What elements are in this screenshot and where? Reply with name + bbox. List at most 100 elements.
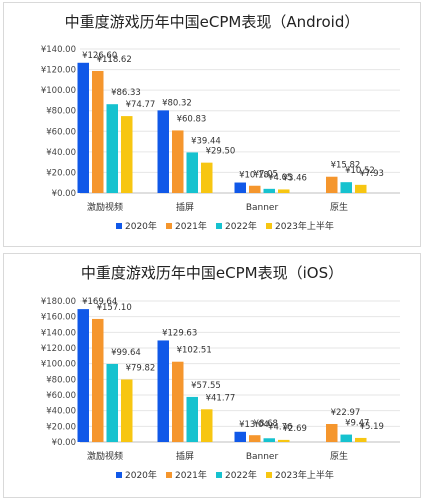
y-tick-label: ¥140.00 bbox=[41, 328, 76, 338]
legend-label: 2020年 bbox=[125, 220, 157, 232]
legend-swatch bbox=[266, 223, 272, 229]
data-label: ¥102.51 bbox=[177, 346, 212, 356]
bar bbox=[172, 361, 184, 442]
legend-swatch bbox=[216, 472, 222, 478]
data-label: ¥7.93 bbox=[360, 169, 384, 179]
bar bbox=[340, 434, 352, 442]
x-tick-label: 激励视频 bbox=[87, 201, 123, 213]
y-tick-label: ¥60.00 bbox=[46, 391, 76, 401]
legend-label: 2023年上半年 bbox=[275, 469, 334, 481]
y-tick-label: ¥20.00 bbox=[46, 422, 76, 432]
y-tick-label: ¥40.00 bbox=[46, 407, 76, 417]
y-tick-label: ¥120.00 bbox=[41, 344, 76, 354]
bar bbox=[172, 130, 184, 193]
bar bbox=[106, 104, 118, 193]
y-tick-label: ¥60.00 bbox=[46, 127, 76, 137]
bar bbox=[121, 379, 133, 442]
legend-label: 2021年 bbox=[175, 469, 207, 481]
bar bbox=[326, 176, 338, 193]
data-label: ¥80.32 bbox=[162, 98, 192, 108]
y-tick-label: ¥0.00 bbox=[52, 189, 76, 199]
data-label: ¥8.68 bbox=[254, 419, 278, 429]
x-tick-label: 激励视频 bbox=[87, 450, 123, 462]
data-label: ¥2.69 bbox=[283, 424, 307, 434]
data-label: ¥169.64 bbox=[82, 297, 117, 307]
bar bbox=[355, 184, 367, 193]
bar bbox=[106, 363, 118, 442]
data-label: ¥10.52 bbox=[345, 166, 375, 176]
x-tick-label: Banner bbox=[246, 452, 279, 462]
bar bbox=[278, 189, 290, 193]
bar bbox=[234, 182, 246, 193]
bar bbox=[326, 424, 338, 442]
bar bbox=[121, 116, 133, 193]
chart-title: 中重度游戏历年中国eCPM表现（iOS） bbox=[81, 264, 343, 282]
bar bbox=[92, 318, 104, 442]
y-tick-label: ¥100.00 bbox=[41, 86, 76, 96]
data-label: ¥157.10 bbox=[97, 303, 132, 313]
data-label: ¥22.97 bbox=[331, 408, 361, 418]
legend-swatch bbox=[166, 472, 172, 478]
bar bbox=[249, 185, 261, 193]
x-tick-label: 原生 bbox=[330, 201, 348, 213]
data-label: ¥57.55 bbox=[191, 381, 221, 391]
y-tick-label: ¥0.00 bbox=[52, 438, 76, 448]
x-tick-label: 原生 bbox=[330, 450, 348, 462]
data-label: ¥129.63 bbox=[162, 328, 197, 338]
data-label: ¥29.50 bbox=[206, 147, 236, 157]
data-label: ¥39.44 bbox=[191, 136, 221, 146]
android-chart-panel: 中重度游戏历年中国eCPM表现（Android） ¥0.00 ¥20.00 ¥40.0… bbox=[3, 2, 421, 247]
data-label: ¥41.77 bbox=[206, 393, 236, 403]
y-tick-label: ¥180.00 bbox=[41, 297, 76, 307]
data-label: ¥118.62 bbox=[97, 55, 132, 65]
bar bbox=[77, 62, 89, 194]
ios-chart-panel: 中重度游戏历年中国eCPM表现（iOS） ¥0.00 ¥20.00 ¥40.00 ¥60… bbox=[3, 253, 421, 498]
legend-swatch bbox=[116, 472, 122, 478]
data-label: ¥7.05 bbox=[254, 170, 278, 180]
bar bbox=[157, 340, 169, 442]
y-tick-label: ¥100.00 bbox=[41, 360, 76, 370]
data-label: ¥74.77 bbox=[126, 100, 156, 110]
y-tick-label: ¥120.00 bbox=[41, 66, 76, 76]
x-tick-label: 插屏 bbox=[176, 201, 194, 213]
legend-label: 2020年 bbox=[125, 469, 157, 481]
bar bbox=[157, 110, 169, 193]
y-tick-label: ¥140.00 bbox=[41, 45, 76, 55]
bar bbox=[340, 182, 352, 193]
bar bbox=[201, 409, 213, 442]
chart-title: 中重度游戏历年中国eCPM表现（Android） bbox=[65, 13, 360, 31]
y-tick-label: ¥20.00 bbox=[46, 168, 76, 178]
x-tick-label: 插屏 bbox=[176, 450, 194, 462]
data-label: ¥10.18 bbox=[239, 171, 269, 181]
y-tick-label: ¥40.00 bbox=[46, 148, 76, 158]
bar bbox=[201, 162, 213, 193]
y-tick-label: ¥80.00 bbox=[46, 375, 76, 385]
bar bbox=[92, 70, 104, 193]
legend-swatch bbox=[116, 223, 122, 229]
data-label: ¥99.64 bbox=[111, 348, 141, 358]
legend-swatch bbox=[216, 223, 222, 229]
bar bbox=[234, 431, 246, 442]
legend-label: 2021年 bbox=[175, 220, 207, 232]
data-label: ¥3.46 bbox=[283, 173, 307, 183]
x-tick-label: Banner bbox=[246, 203, 279, 213]
bar bbox=[278, 439, 290, 442]
legend-swatch bbox=[266, 472, 272, 478]
data-label: ¥60.83 bbox=[177, 114, 207, 124]
android-chart: 中重度游戏历年中国eCPM表现（Android） ¥0.00 ¥20.00 ¥40.0… bbox=[41, 13, 400, 232]
legend-label: 2023年上半年 bbox=[275, 220, 334, 232]
data-label: ¥9.47 bbox=[345, 419, 369, 429]
data-label: ¥4.76 bbox=[268, 422, 292, 432]
bar bbox=[355, 437, 367, 442]
legend-swatch bbox=[166, 223, 172, 229]
data-label: ¥5.19 bbox=[360, 422, 384, 432]
y-tick-label: ¥160.00 bbox=[41, 313, 76, 323]
data-label: ¥86.33 bbox=[111, 88, 141, 98]
bar bbox=[77, 309, 89, 442]
bar bbox=[186, 152, 198, 193]
data-label: ¥15.82 bbox=[331, 161, 361, 171]
data-label: ¥79.82 bbox=[126, 363, 156, 373]
bar bbox=[186, 396, 198, 442]
ios-chart: 中重度游戏历年中国eCPM表现（iOS） ¥0.00 ¥20.00 ¥40.00 ¥60… bbox=[41, 264, 400, 481]
bar bbox=[263, 438, 275, 442]
